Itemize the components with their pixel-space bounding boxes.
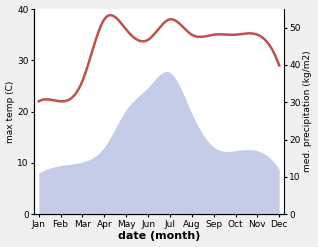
X-axis label: date (month): date (month) [118,231,200,242]
Y-axis label: max temp (C): max temp (C) [5,80,15,143]
Y-axis label: med. precipitation (kg/m2): med. precipitation (kg/m2) [303,51,313,172]
